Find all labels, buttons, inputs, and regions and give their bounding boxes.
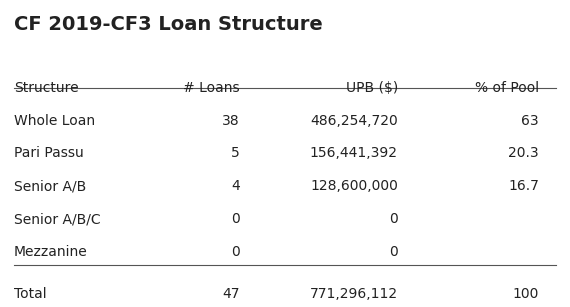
Text: 4: 4 xyxy=(231,179,240,193)
Text: 5: 5 xyxy=(231,146,240,161)
Text: Senior A/B/C: Senior A/B/C xyxy=(14,212,101,226)
Text: # Loans: # Loans xyxy=(183,80,240,95)
Text: % of Pool: % of Pool xyxy=(475,80,539,95)
Text: 20.3: 20.3 xyxy=(508,146,539,161)
Text: Whole Loan: Whole Loan xyxy=(14,114,95,127)
Text: Total: Total xyxy=(14,287,47,301)
Text: UPB ($): UPB ($) xyxy=(345,80,398,95)
Text: 0: 0 xyxy=(231,245,240,259)
Text: 771,296,112: 771,296,112 xyxy=(310,287,398,301)
Text: CF 2019-CF3 Loan Structure: CF 2019-CF3 Loan Structure xyxy=(14,15,323,34)
Text: 0: 0 xyxy=(231,212,240,226)
Text: 486,254,720: 486,254,720 xyxy=(310,114,398,127)
Text: Mezzanine: Mezzanine xyxy=(14,245,88,259)
Text: 16.7: 16.7 xyxy=(508,179,539,193)
Text: 156,441,392: 156,441,392 xyxy=(310,146,398,161)
Text: 47: 47 xyxy=(222,287,240,301)
Text: 38: 38 xyxy=(222,114,240,127)
Text: Pari Passu: Pari Passu xyxy=(14,146,84,161)
Text: 100: 100 xyxy=(512,287,539,301)
Text: 128,600,000: 128,600,000 xyxy=(310,179,398,193)
Text: Structure: Structure xyxy=(14,80,79,95)
Text: 63: 63 xyxy=(522,114,539,127)
Text: Senior A/B: Senior A/B xyxy=(14,179,86,193)
Text: 0: 0 xyxy=(389,212,398,226)
Text: 0: 0 xyxy=(389,245,398,259)
